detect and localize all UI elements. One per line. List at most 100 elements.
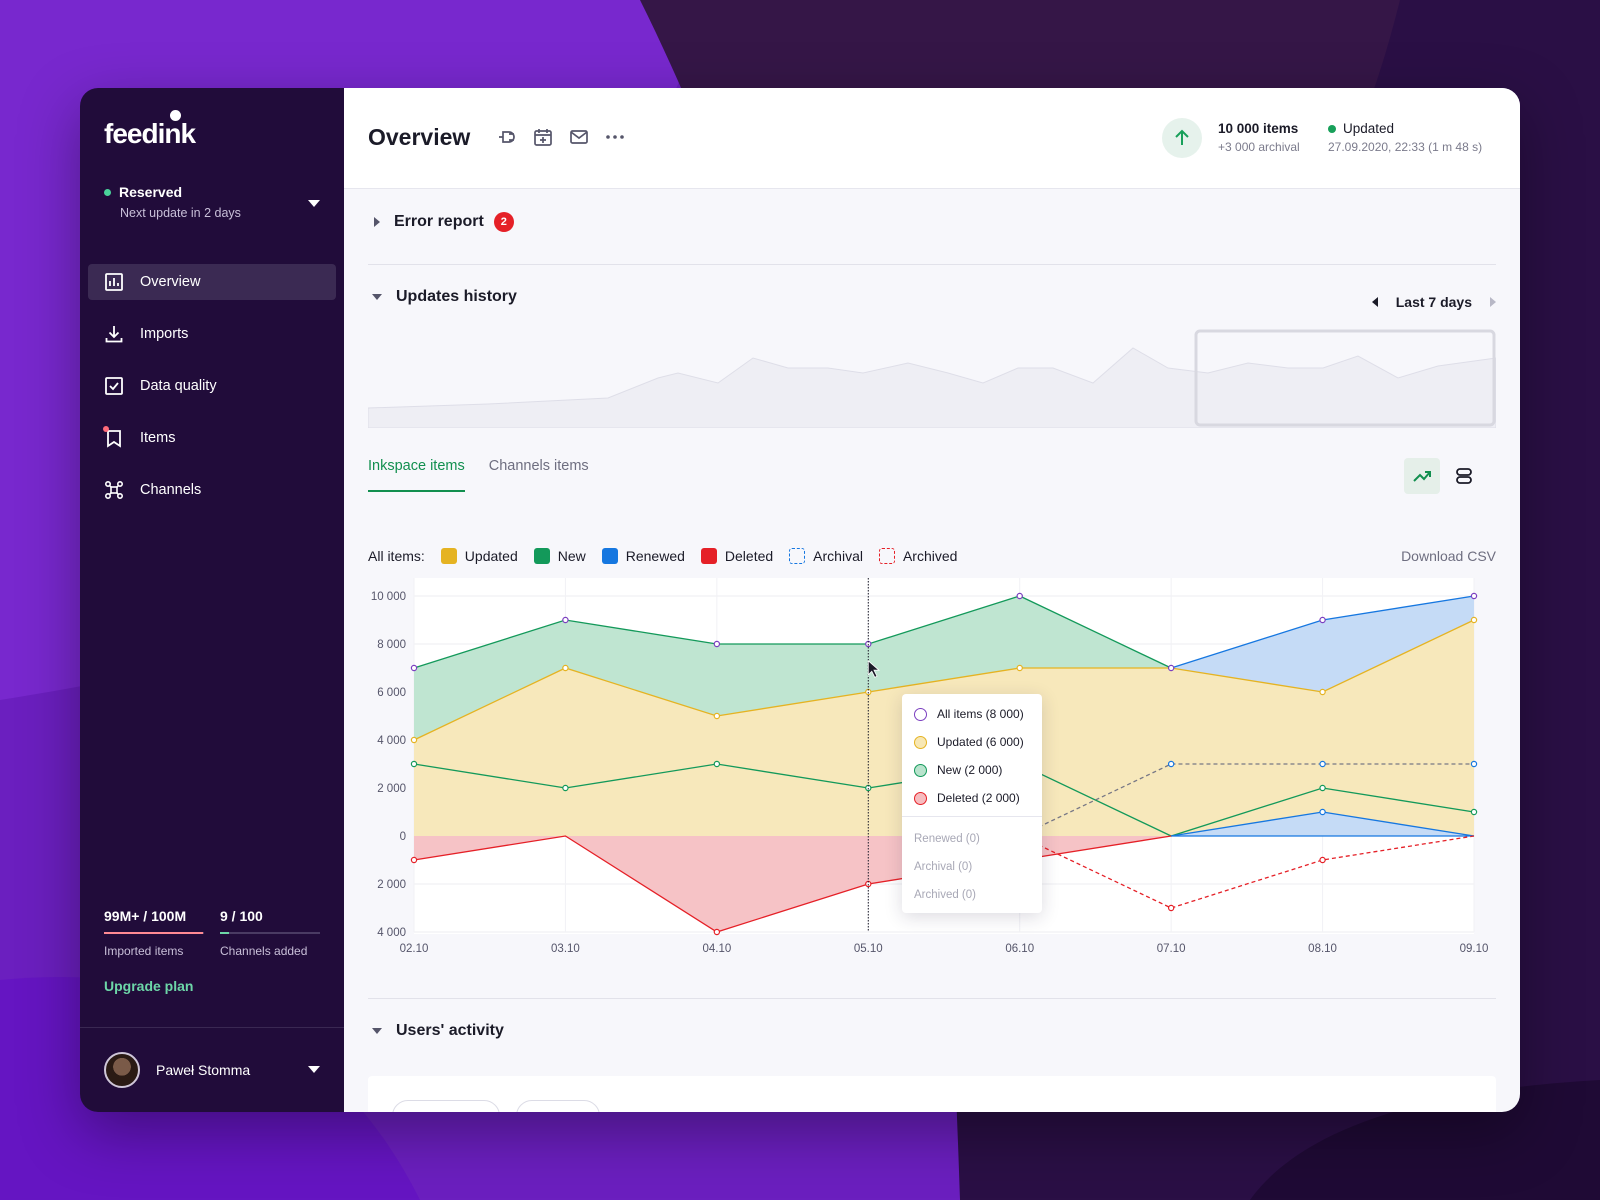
point-new	[1470, 808, 1478, 816]
sidebar-item-label: Imports	[140, 326, 189, 342]
trending-up-icon	[1413, 471, 1431, 482]
filter-pill[interactable]	[392, 1100, 500, 1112]
point-all-items	[410, 664, 418, 672]
tooltip-swatch	[914, 707, 927, 721]
history-range-window[interactable]	[1194, 329, 1496, 427]
sidebar-item-label: Overview	[140, 274, 201, 290]
point-updated	[1016, 664, 1023, 672]
legend-item-renewed[interactable]: Renewed	[601, 548, 685, 564]
sidebar-item-imports[interactable]: Imports	[88, 316, 336, 352]
users-activity-section[interactable]: Users' activity	[368, 1022, 1496, 1040]
user-name: Paweł Stomma	[156, 1062, 251, 1078]
point-archival	[1167, 760, 1175, 768]
usage-bar-fill	[220, 932, 229, 934]
y-tick-label: 4 000	[377, 735, 406, 747]
tooltip-label: All items (8 000)	[937, 707, 1024, 721]
tab-channels-items[interactable]: Channels items	[488, 458, 589, 474]
tooltip-muted-row: Archived (0)	[914, 889, 976, 901]
status-dot-icon	[1328, 124, 1336, 133]
legend-item-deleted[interactable]: Deleted	[700, 548, 773, 564]
calendar-add-icon[interactable]	[532, 126, 554, 148]
tooltip-swatch	[914, 791, 927, 805]
plan-subtitle: Next update in 2 days	[120, 206, 241, 220]
chevron-down-icon[interactable]	[308, 1066, 320, 1073]
point-all-items	[1470, 592, 1478, 600]
prev-range-icon[interactable]	[1371, 297, 1378, 307]
point-updated	[713, 712, 721, 720]
x-tick-label: 09.10	[1460, 943, 1489, 955]
upgrade-plan-link[interactable]: Upgrade plan	[104, 978, 194, 994]
updates-history-title: Updates history	[396, 288, 517, 305]
next-range-icon[interactable]	[1490, 297, 1496, 307]
download-csv-link[interactable]: Download CSV	[1401, 548, 1496, 564]
x-tick-label: 07.10	[1157, 943, 1186, 955]
usage-imported: 99M+ / 100M Imported items	[104, 908, 204, 958]
stacked-view-button[interactable]	[1446, 458, 1482, 494]
point-all-items	[1319, 616, 1326, 624]
date-range-label[interactable]: Last 7 days	[1395, 294, 1472, 310]
point-archival	[1319, 760, 1326, 768]
user-menu[interactable]: Paweł Stomma	[80, 1027, 344, 1112]
sidebar: feedink Reserved Next update in 2 days O…	[80, 88, 344, 1112]
app-window: feedink Reserved Next update in 2 days O…	[80, 88, 1520, 1112]
download-icon	[105, 326, 123, 343]
tooltip-label: Deleted (2 000)	[937, 791, 1020, 805]
point-archived	[1319, 856, 1326, 864]
sidebar-item-label: Channels	[140, 482, 202, 498]
notification-dot	[103, 426, 109, 432]
legend-swatch	[601, 548, 618, 564]
legend-label: Renewed	[625, 548, 685, 564]
more-icon[interactable]	[604, 126, 626, 148]
header-tools	[496, 126, 626, 148]
point-updated	[1319, 688, 1326, 696]
status-dot-icon	[104, 188, 111, 196]
sidebar-item-channels[interactable]: Channels	[88, 472, 336, 508]
sidebar-item-overview[interactable]: Overview	[88, 264, 336, 300]
legend-label: Updated	[464, 548, 518, 564]
sidebar-item-label: Data quality	[140, 378, 217, 394]
filter-pill[interactable]	[516, 1100, 600, 1112]
items-archival: +3 000 archival	[1218, 140, 1300, 154]
line-updated	[413, 619, 1475, 741]
chevron-down-icon[interactable]	[308, 200, 320, 207]
point-all-items	[713, 640, 721, 648]
updates-history-section[interactable]: Updates history	[368, 288, 1496, 306]
usage-bar	[220, 932, 320, 934]
users-activity-title: Users' activity	[396, 1022, 504, 1039]
avatar	[104, 1052, 140, 1088]
arrow-up-icon	[1175, 129, 1189, 145]
chevron-right-icon	[374, 217, 380, 227]
point-new	[410, 760, 418, 768]
y-tick-label: 2 000	[377, 879, 406, 891]
point-all-items	[1016, 592, 1023, 600]
line-view-button[interactable]	[1404, 458, 1440, 494]
usage-stats: 99M+ / 100M Imported items 9 / 100 Chann…	[104, 908, 320, 958]
legend-item-new[interactable]: New	[533, 548, 586, 564]
point-all-items	[562, 616, 569, 624]
usage-bar-fill	[104, 932, 203, 934]
tab-inkspace-items[interactable]: Inkspace items	[368, 458, 465, 492]
x-tick-label: 04.10	[702, 943, 731, 955]
sidebar-item-items[interactable]: Items	[88, 420, 336, 456]
sidebar-item-data-quality[interactable]: Data quality	[88, 368, 336, 404]
history-overview-chart[interactable]	[368, 328, 1496, 428]
mouse-cursor-icon	[867, 659, 881, 678]
update-info: Updated 27.09.2020, 22:33 (1 m 48 s)	[1328, 121, 1482, 154]
mail-icon[interactable]	[568, 126, 590, 148]
sidebar-item-label: Items	[140, 430, 176, 446]
x-tick-label: 05.10	[854, 943, 883, 955]
legend-item-archived[interactable]: Archived	[878, 548, 957, 564]
point-deleted	[410, 856, 418, 864]
tooltip-muted-row: Renewed (0)	[914, 833, 980, 845]
legend-swatch	[789, 548, 806, 564]
plan-selector[interactable]: Reserved Next update in 2 days	[104, 184, 320, 220]
error-report-section[interactable]: Error report 2	[368, 212, 1496, 232]
bookmark-icon	[107, 430, 121, 448]
area-renewed-low	[1171, 812, 1474, 836]
legend-item-archival[interactable]: Archival	[789, 548, 863, 564]
y-tick-label: 8 000	[377, 639, 406, 651]
update-time: 27.09.2020, 22:33 (1 m 48 s)	[1328, 140, 1483, 154]
feedink-logo[interactable]: feedink	[104, 110, 196, 150]
legend-item-updated[interactable]: Updated	[440, 548, 518, 564]
plug-icon[interactable]	[496, 126, 518, 148]
